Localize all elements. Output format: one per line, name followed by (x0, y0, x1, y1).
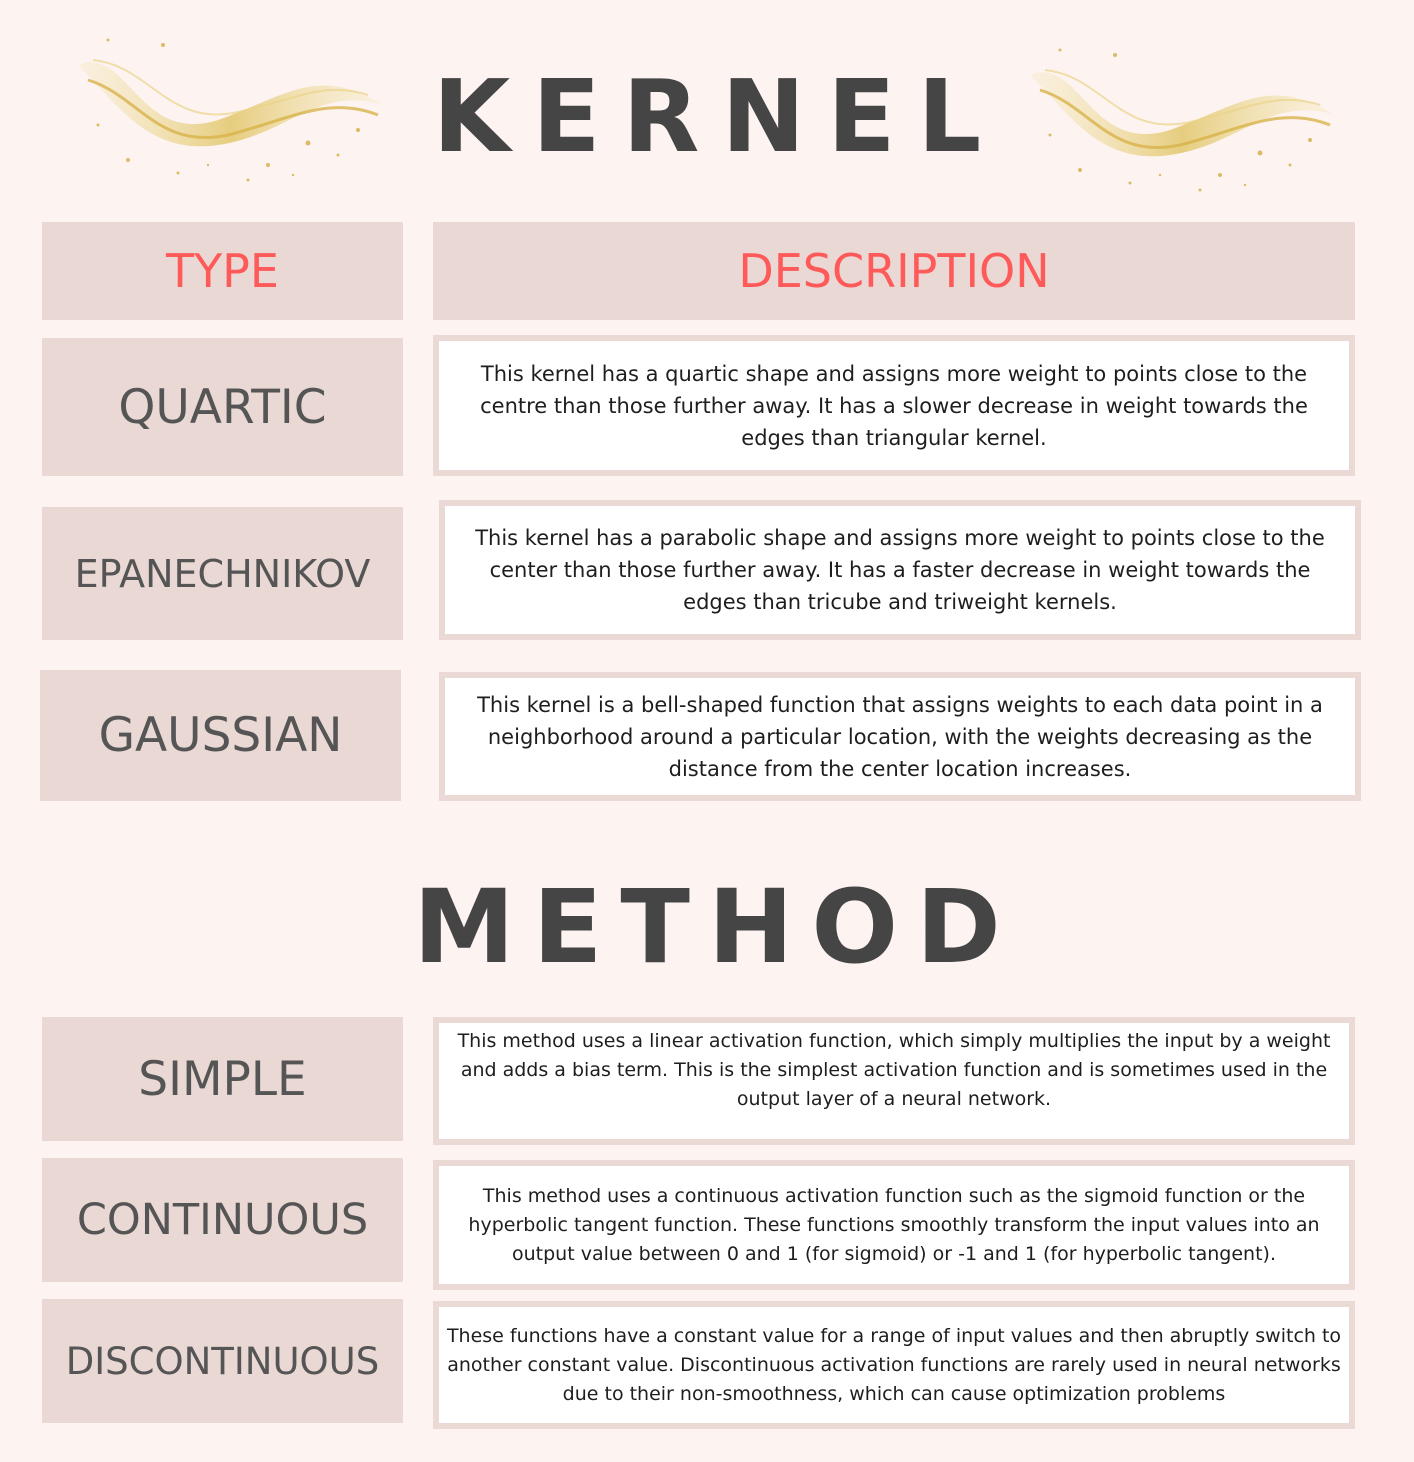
method-description-discontinuous: These functions have a constant value fo… (433, 1301, 1355, 1429)
description-text: This method uses a continuous activation… (468, 1184, 1320, 1265)
method-type-simple: SIMPLE (42, 1017, 403, 1141)
kernel-type-quartic: QUARTIC (42, 338, 403, 476)
description-text: This method uses a linear activation fun… (457, 1030, 1331, 1110)
kernel-section-title: KERNEL (432, 58, 1004, 175)
description-column-header: DESCRIPTION (433, 222, 1355, 320)
gold-glitter-swoosh-icon (1030, 48, 1335, 192)
method-description-simple: This method uses a linear activation fun… (433, 1017, 1355, 1145)
description-text: This kernel has a parabolic shape and as… (475, 526, 1325, 614)
method-description-continuous: This method uses a continuous activation… (433, 1160, 1355, 1290)
description-text: This kernel is a bell-shaped function th… (477, 692, 1323, 781)
description-text: These functions have a constant value fo… (446, 1324, 1342, 1405)
method-section-title: METHOD (413, 868, 1019, 987)
description-text: This kernel has a quartic shape and assi… (480, 361, 1308, 450)
gold-glitter-swoosh-icon (78, 38, 383, 182)
kernel-description-epanechnikov: This kernel has a parabolic shape and as… (439, 500, 1361, 640)
method-type-discontinuous: DISCONTINUOUS (42, 1299, 403, 1423)
kernel-description-quartic: This kernel has a quartic shape and assi… (433, 335, 1355, 476)
kernel-description-gaussian: This kernel is a bell-shaped function th… (439, 672, 1361, 801)
type-column-header: TYPE (42, 222, 403, 320)
kernel-type-epanechnikov: EPANECHNIKOV (42, 507, 403, 640)
kernel-type-gaussian: GAUSSIAN (40, 670, 401, 801)
method-type-continuous: CONTINUOUS (42, 1158, 403, 1282)
